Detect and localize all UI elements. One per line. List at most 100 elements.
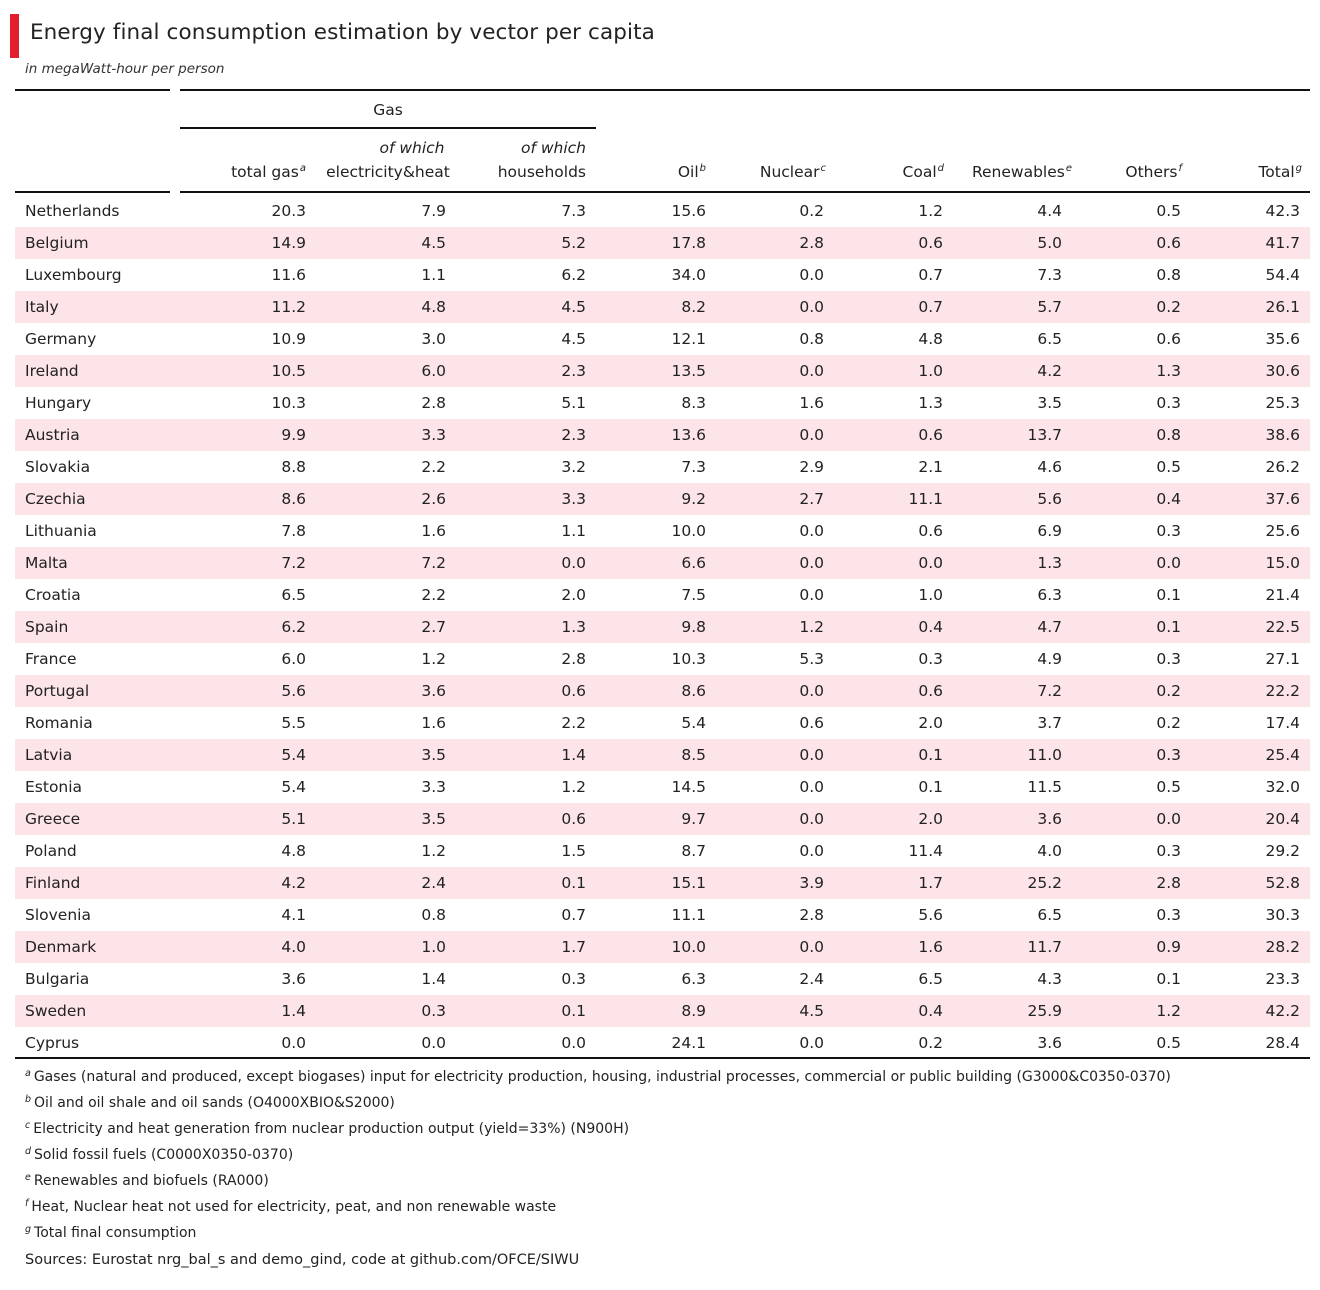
cell-nuclear: 1.6	[799, 394, 824, 412]
footnote-text: Renewables and biofuels (RA000)	[33, 1173, 269, 1189]
cell-renewables: 5.7	[1037, 298, 1062, 316]
cell-nuclear: 2.8	[799, 906, 824, 924]
cell-nuclear: 0.8	[799, 330, 824, 348]
cell-renewables: 4.0	[1037, 842, 1062, 860]
source-note: Sources: Eurostat nrg_bal_s and demo_gin…	[25, 1252, 580, 1268]
cell-oil: 12.1	[671, 330, 706, 348]
footnote-item: c Electricity and heat generation from nu…	[25, 1116, 1171, 1142]
cell-households: 7.3	[561, 202, 586, 220]
cell-total-gas: 4.0	[281, 938, 306, 956]
header-elec-bottom: electricity&heat	[326, 163, 450, 181]
cell-coal: 0.3	[918, 650, 943, 668]
cell-country: Austria	[25, 426, 80, 444]
cell-nuclear: 0.0	[799, 778, 824, 796]
cell-elec-heat: 0.0	[421, 1034, 446, 1052]
header-nuclear: Nuclearc	[759, 163, 826, 181]
cell-country: Bulgaria	[25, 970, 90, 988]
cell-households: 2.2	[561, 714, 586, 732]
cell-elec-heat: 0.3	[421, 1002, 446, 1020]
cell-households: 4.5	[561, 298, 586, 316]
header-rule-left	[15, 191, 170, 193]
cell-country: Finland	[25, 874, 81, 892]
cell-country: Slovakia	[25, 458, 91, 476]
cell-total-gas: 5.5	[281, 714, 306, 732]
cell-nuclear: 2.8	[799, 234, 824, 252]
table-row: Germany 10.9 3.0 4.5 12.1 0.8 4.8 6.5 0.6 35.6	[15, 323, 1310, 355]
top-rule-left	[15, 89, 170, 91]
cell-elec-heat: 1.0	[421, 938, 446, 956]
cell-oil: 8.7	[681, 842, 706, 860]
cell-coal: 0.7	[918, 298, 943, 316]
cell-households: 4.5	[561, 330, 586, 348]
cell-others: 0.2	[1156, 714, 1181, 732]
cell-country: Cyprus	[25, 1034, 80, 1052]
header-coal: Coald	[902, 163, 944, 181]
cell-total-gas: 4.2	[281, 874, 306, 892]
cell-households: 0.1	[561, 1002, 586, 1020]
cell-country: Croatia	[25, 586, 81, 604]
table-bottom-rule	[15, 1057, 1310, 1059]
header-total-gas: total gasa	[231, 163, 306, 181]
cell-elec-heat: 7.9	[421, 202, 446, 220]
cell-renewables: 25.2	[1027, 874, 1062, 892]
cell-coal: 2.1	[918, 458, 943, 476]
footnote-text: Solid fossil fuels (C0000X0350-0370)	[34, 1147, 294, 1163]
cell-oil: 34.0	[671, 266, 706, 284]
cell-coal: 0.4	[918, 618, 943, 636]
cell-households: 0.7	[561, 906, 586, 924]
cell-oil: 9.7	[681, 810, 706, 828]
cell-oil: 24.1	[671, 1034, 706, 1052]
cell-total-gas: 14.9	[271, 234, 306, 252]
cell-coal: 4.8	[918, 330, 943, 348]
header-house-bottom: households	[497, 163, 586, 181]
header-oil: Oilb	[677, 163, 706, 181]
cell-country: Germany	[25, 330, 97, 348]
cell-others: 0.0	[1156, 810, 1181, 828]
cell-others: 0.8	[1156, 426, 1181, 444]
cell-oil: 8.2	[681, 298, 706, 316]
header-elec-top: of which	[379, 139, 445, 157]
footnote-item: g Total final consumption	[25, 1220, 1171, 1246]
cell-country: Sweden	[25, 1002, 87, 1020]
cell-coal: 2.0	[918, 810, 943, 828]
cell-country: Portugal	[25, 682, 90, 700]
cell-households: 1.5	[561, 842, 586, 860]
cell-renewables: 3.6	[1037, 810, 1062, 828]
table-row: Cyprus 0.0 0.0 0.0 24.1 0.0 0.2 3.6 0.5 28.4	[15, 1027, 1310, 1059]
cell-total: 28.4	[1265, 1034, 1300, 1052]
cell-country: Ireland	[25, 362, 79, 380]
cell-households: 3.3	[561, 490, 586, 508]
cell-total: 23.3	[1265, 970, 1300, 988]
cell-others: 0.3	[1156, 842, 1181, 860]
cell-elec-heat: 3.3	[421, 426, 446, 444]
footnote-text: Gases (natural and produced, except biog…	[33, 1069, 1171, 1085]
table-row: Czechia 8.6 2.6 3.3 9.2 2.7 11.1 5.6 0.4 37.6	[15, 483, 1310, 515]
cell-total: 30.3	[1265, 906, 1300, 924]
cell-households: 1.7	[561, 938, 586, 956]
cell-oil: 6.3	[681, 970, 706, 988]
cell-oil: 8.6	[681, 682, 706, 700]
cell-nuclear: 0.0	[799, 298, 824, 316]
cell-total-gas: 8.6	[281, 490, 306, 508]
table-row: Lithuania 7.8 1.6 1.1 10.0 0.0 0.6 6.9 0.3 25.6	[15, 515, 1310, 547]
cell-renewables: 7.2	[1037, 682, 1062, 700]
cell-others: 0.3	[1156, 650, 1181, 668]
cell-households: 2.0	[561, 586, 586, 604]
footnote-item: d Solid fossil fuels (C0000X0350-0370)	[25, 1142, 1171, 1168]
top-rule-right	[180, 89, 1310, 91]
cell-total: 25.3	[1265, 394, 1300, 412]
footnote-mark: f	[25, 1198, 29, 1209]
gas-group-rule	[180, 127, 596, 129]
cell-others: 0.3	[1156, 906, 1181, 924]
cell-nuclear: 2.9	[799, 458, 824, 476]
table-row: Netherlands 20.3 7.9 7.3 15.6 0.2 1.2 4.4 0.5 42.…	[15, 195, 1310, 227]
cell-coal: 0.4	[918, 1002, 943, 1020]
cell-oil: 14.5	[671, 778, 706, 796]
cell-renewables: 3.5	[1037, 394, 1062, 412]
cell-total-gas: 6.2	[281, 618, 306, 636]
footnote-item: b Oil and oil shale and oil sands (O4000X…	[25, 1090, 1171, 1116]
header-rule-right	[180, 191, 1310, 193]
cell-country: Lithuania	[25, 522, 97, 540]
cell-country: Denmark	[25, 938, 97, 956]
cell-oil: 5.4	[681, 714, 706, 732]
